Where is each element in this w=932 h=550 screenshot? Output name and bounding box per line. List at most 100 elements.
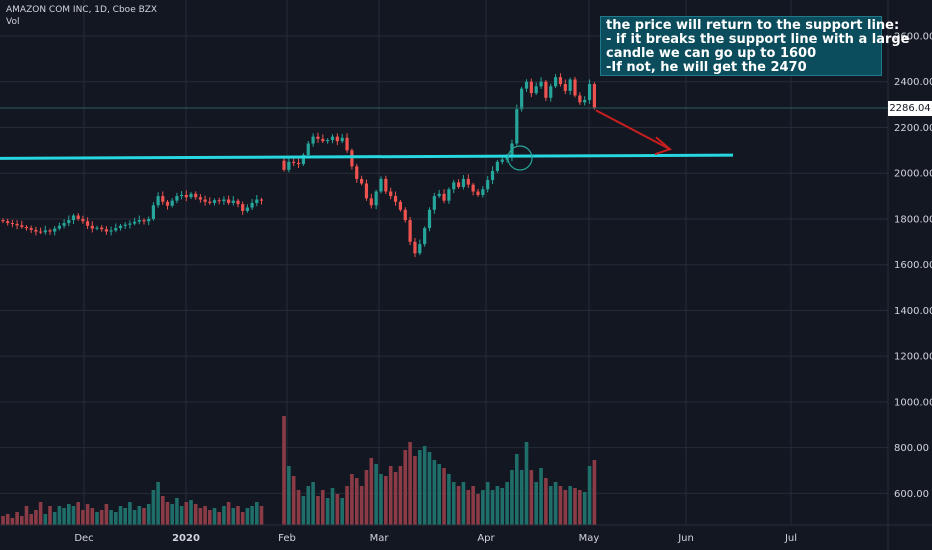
volume-bar — [255, 502, 259, 525]
volume-bar — [38, 502, 43, 525]
volume-bar — [316, 496, 320, 525]
volume-bar — [578, 490, 582, 525]
candle-body — [524, 81, 529, 89]
volume-bar — [461, 482, 466, 525]
candle-body — [245, 207, 249, 211]
y-tick-label: 1600.00 — [894, 260, 932, 271]
candle-body — [48, 230, 52, 232]
candle-body — [95, 227, 99, 229]
volume-bar — [62, 508, 66, 525]
candle-body — [203, 199, 207, 202]
volume-bar — [29, 514, 33, 525]
candle-body — [292, 161, 296, 163]
support-line-stroke — [0, 153, 734, 160]
volume-bar — [573, 488, 577, 525]
volume-bar — [301, 496, 306, 525]
volume-bar — [5, 514, 10, 525]
volume-bar — [325, 498, 330, 525]
candle-body — [529, 81, 533, 94]
candle-body — [306, 143, 310, 155]
volume-bar — [226, 502, 231, 525]
volume-bar — [456, 486, 461, 525]
volume-bar — [20, 516, 24, 525]
candle-body — [457, 182, 461, 187]
volume-bar — [568, 486, 572, 525]
volume-bar — [413, 456, 417, 525]
candle-body — [161, 196, 165, 202]
volume-bar — [466, 490, 471, 525]
volume-bar — [544, 478, 548, 525]
candle-body — [583, 100, 587, 103]
candle-body — [43, 230, 47, 233]
volume-bar — [418, 450, 422, 525]
note-line-2: - if it breaks the support line with a l… — [606, 32, 910, 47]
candle-body — [447, 189, 451, 201]
chart-legend: AMAZON COM INC, 1D, Cboe BZX Vol — [6, 4, 157, 28]
volume-bar — [114, 512, 118, 525]
candle-body — [184, 194, 188, 198]
candle-body — [539, 81, 543, 87]
volume-bar — [296, 490, 301, 525]
price-axis[interactable]: 2600.00 2400.00 2200.00 2000.00 1800.00 1600.… — [887, 0, 932, 550]
x-tick-label: Dec — [74, 533, 93, 544]
volume-bars — [1, 416, 597, 525]
candle-body — [423, 228, 427, 245]
volume-bar — [118, 506, 123, 525]
symbol-title: AMAZON COM INC, 1D, Cboe BZX — [6, 5, 158, 15]
time-axis[interactable]: Dec 2020 Feb Mar Apr May Jun Jul — [0, 524, 932, 544]
candle-body — [330, 136, 335, 141]
candle-body — [57, 225, 61, 229]
target-arrow[interactable] — [595, 109, 672, 156]
volume-bar — [282, 416, 286, 525]
candle-body — [505, 157, 509, 160]
candle-body — [510, 143, 514, 158]
candle-body — [53, 228, 57, 232]
volume-bar — [287, 466, 291, 525]
volume-bar — [422, 446, 427, 525]
volume-bar — [534, 482, 538, 525]
candle-body — [147, 218, 151, 222]
note-line-4: -If not, he will get the 2470 — [606, 60, 807, 75]
volume-bar — [427, 452, 432, 525]
candle-body — [81, 218, 85, 222]
volume-bar — [437, 464, 441, 525]
y-tick-label: 2000.00 — [894, 169, 932, 180]
volume-bar — [388, 466, 393, 525]
candle-body — [222, 199, 226, 202]
x-tick-label: 2020 — [172, 533, 200, 544]
candle-body — [326, 140, 330, 142]
volume-bar — [398, 466, 403, 525]
candle-body — [413, 241, 417, 254]
volume-bar — [330, 488, 335, 525]
volume-bar — [432, 460, 437, 525]
volume-bar — [137, 506, 142, 525]
volume-bar — [212, 508, 217, 525]
x-tick-label: Mar — [370, 533, 390, 544]
candle-body — [544, 81, 548, 98]
volume-bar — [245, 508, 250, 525]
volume-bar — [208, 510, 212, 525]
volume-bar — [198, 508, 203, 525]
volume-label: Vol — [6, 17, 20, 27]
candle-body — [520, 88, 524, 110]
candlestick-series — [1, 73, 596, 258]
y-tick-label: 2200.00 — [894, 123, 932, 134]
candle-body — [114, 228, 118, 231]
volume-bar — [384, 476, 388, 525]
y-tick-label: 2600.00 — [894, 32, 932, 43]
volume-bar — [231, 508, 236, 525]
volume-bar — [548, 486, 553, 525]
support-line[interactable] — [0, 153, 734, 160]
candle-body — [568, 79, 572, 91]
volume-bar — [10, 518, 15, 525]
volume-bar — [240, 512, 245, 525]
candle-body — [481, 189, 485, 195]
candle-body — [231, 200, 235, 203]
y-tick-label: 1200.00 — [894, 352, 932, 363]
annotation-note[interactable]: the price will return to the support lin… — [600, 16, 910, 76]
candle-body — [573, 79, 577, 96]
candle-body — [452, 182, 456, 190]
volume-bar — [451, 482, 456, 525]
note-line-1: the price will return to the support lin… — [606, 18, 900, 33]
